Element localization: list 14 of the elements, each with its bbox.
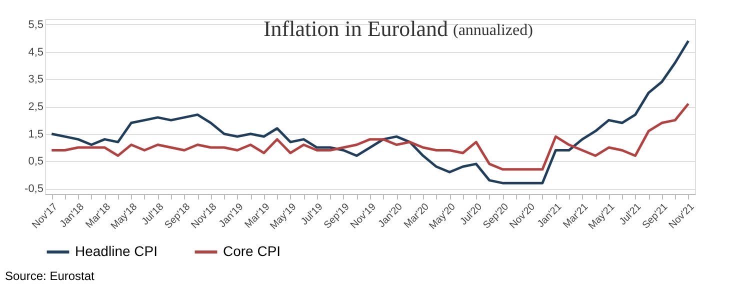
legend-label: Headline CPI [75, 243, 158, 259]
y-tick-label: -0,5 [24, 183, 44, 196]
y-tick-label: 5,5 [28, 18, 44, 31]
y-tick-label: 2,5 [28, 101, 44, 113]
y-tick-label: 1,5 [28, 128, 44, 140]
line-series [50, 40, 690, 184]
chart-subtitle: (annualized) [453, 22, 533, 39]
chart-title: Inflation in Euroland [263, 16, 448, 41]
legend-label: Core CPI [223, 243, 281, 259]
y-tick-label: 3,5 [28, 74, 44, 86]
y-tick-label: 4,5 [28, 46, 44, 58]
source-note: Source: Eurostat [5, 269, 96, 283]
line-series [50, 102, 690, 171]
y-tick-label: 0,5 [28, 156, 44, 168]
